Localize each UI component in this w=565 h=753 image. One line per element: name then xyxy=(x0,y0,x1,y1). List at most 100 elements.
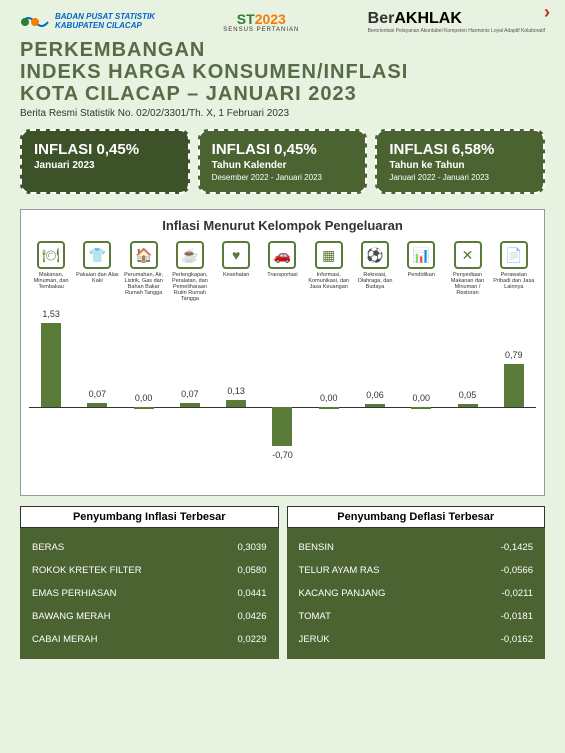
category-label: Perlengkapan, Peralatan, dan Pemeliharaa… xyxy=(168,272,212,302)
bar xyxy=(272,407,292,446)
category-label: Perawatan Pribadi dan Jasa Lainnya xyxy=(492,272,536,290)
bar xyxy=(226,400,246,407)
title-line3: KOTA CILACAP – JANUARI 2023 xyxy=(20,83,545,105)
category-3: ☕ Perlengkapan, Peralatan, dan Pemelihara… xyxy=(168,241,212,302)
inflation-box-calendar: INFLASI 0,45% Tahun Kalender Desember 20… xyxy=(198,129,368,194)
bar-cell-9: 0,05 xyxy=(445,307,489,487)
bar-cell-2: 0,00 xyxy=(122,307,166,487)
contrib-name: ROKOK KRETEK FILTER xyxy=(32,565,142,576)
contrib-name: KACANG PANJANG xyxy=(299,588,386,599)
bar-cell-7: 0,06 xyxy=(353,307,397,487)
contrib-value: -0,1425 xyxy=(501,542,533,553)
logo-berakhlak: › BerAKHLAK Berorientasi Pelayanan Akunt… xyxy=(368,10,545,34)
logo-st2023: ST2023 SENSUS PERTANIAN xyxy=(223,11,299,33)
bar-value: -0,70 xyxy=(272,450,293,460)
bar-value: 0,00 xyxy=(135,393,153,403)
title-block: PERKEMBANGAN INDEKS HARGA KONSUMEN/INFLA… xyxy=(0,39,565,119)
contrib-name: CABAI MERAH xyxy=(32,634,97,645)
category-10: 📄 Perawatan Pribadi dan Jasa Lainnya xyxy=(492,241,536,302)
category-label: Makanan, Minuman, dan Tembakau xyxy=(29,272,73,290)
contrib-value: 0,0441 xyxy=(237,588,266,599)
category-icon: 🚗 xyxy=(268,241,296,269)
contrib-row: BERAS 0,3039 xyxy=(32,536,267,559)
category-icon: 📊 xyxy=(407,241,435,269)
bar xyxy=(458,404,478,407)
category-4: ♥ Kesehatan xyxy=(214,241,258,302)
category-icon: ▦ xyxy=(315,241,343,269)
bar-value: 0,05 xyxy=(459,390,477,400)
category-0: 🍽Makanan, Minuman, dan Tembakau xyxy=(29,241,73,302)
contrib-value: 0,0580 xyxy=(237,565,266,576)
bar-cell-3: 0,07 xyxy=(168,307,212,487)
category-icon: ♥ xyxy=(222,241,250,269)
category-label: Rekreasi, Olahraga, dan Budaya xyxy=(353,272,397,290)
contrib-row: BAWANG MERAH 0,0426 xyxy=(32,605,267,628)
bar-cell-10: 0,79 xyxy=(492,307,536,487)
bar-value: 0,00 xyxy=(320,393,338,403)
category-label: Informasi, Komunikasi, dan Jasa Keuangan xyxy=(307,272,351,290)
inflation-contributors: Penyumbang Inflasi Terbesar BERAS0,3039R… xyxy=(20,506,279,659)
contrib-row: TOMAT -0,0181 xyxy=(299,605,534,628)
contrib-value: -0,0211 xyxy=(501,588,533,599)
logo-bps: BADAN PUSAT STATISTIK KABUPATEN CILACAP xyxy=(20,12,155,32)
contrib-row: BENSIN -0,1425 xyxy=(299,536,534,559)
contrib-row: CABAI MERAH 0,0229 xyxy=(32,628,267,651)
bar-cell-8: 0,00 xyxy=(399,307,443,487)
category-1: 👕 Pakaian dan Alas Kaki xyxy=(75,241,119,302)
bps-line2: KABUPATEN CILACAP xyxy=(55,22,155,31)
bar xyxy=(365,404,385,407)
contrib-value: 0,3039 xyxy=(237,542,266,553)
bar xyxy=(134,407,154,409)
bar xyxy=(41,323,61,407)
contrib-name: TOMAT xyxy=(299,611,331,622)
contrib-value: 0,0426 xyxy=(237,611,266,622)
deflation-contributors: Penyumbang Deflasi Terbesar BENSIN-0,142… xyxy=(287,506,546,659)
category-icon: 👕 xyxy=(83,241,111,269)
contrib-value: 0,0229 xyxy=(237,634,266,645)
chart-category-icons: 🍽Makanan, Minuman, dan Tembakau 👕 Pakaian … xyxy=(29,241,536,302)
category-icon: ☕ xyxy=(176,241,204,269)
contrib-row: ROKOK KRETEK FILTER 0,0580 xyxy=(32,559,267,582)
subtitle: Berita Resmi Statistik No. 02/02/3301/Th… xyxy=(20,108,545,119)
bar-value: 0,00 xyxy=(412,393,430,403)
bar-cell-4: 0,13 xyxy=(214,307,258,487)
title-line2: INDEKS HARGA KONSUMEN/INFLASI xyxy=(20,61,545,83)
bar-value: 0,79 xyxy=(505,350,523,360)
bar xyxy=(87,403,107,407)
inflation-box-month: INFLASI 0,45% Januari 2023 xyxy=(20,129,190,194)
title-line1: PERKEMBANGAN xyxy=(20,39,545,61)
bar-cell-1: 0,07 xyxy=(75,307,119,487)
expenditure-chart: Inflasi Menurut Kelompok Pengeluaran 🍽Ma… xyxy=(20,209,545,496)
bar-value: 0,07 xyxy=(181,389,199,399)
contrib-row: KACANG PANJANG -0,0211 xyxy=(299,582,534,605)
header-logos: BADAN PUSAT STATISTIK KABUPATEN CILACAP … xyxy=(0,0,565,39)
category-8: 📊 Pendidikan xyxy=(399,241,443,302)
bar xyxy=(319,407,339,409)
contrib-row: EMAS PERHIASAN 0,0441 xyxy=(32,582,267,605)
chart-title: Inflasi Menurut Kelompok Pengeluaran xyxy=(29,218,536,233)
category-icon: ✕ xyxy=(454,241,482,269)
bar-value: 0,06 xyxy=(366,390,384,400)
contrib-name: BENSIN xyxy=(299,542,334,553)
bar-value: 0,07 xyxy=(89,389,107,399)
chart-bars: 1,53 0,07 0,00 0,07 0,13 -0,70 0,00 0,06 0,00 0,0… xyxy=(29,307,536,487)
category-9: ✕Penyediaan Makanan dan Minuman / Restor… xyxy=(445,241,489,302)
bar-value: 1,53 xyxy=(42,309,60,319)
contrib-name: BERAS xyxy=(32,542,64,553)
contrib-name: EMAS PERHIASAN xyxy=(32,588,116,599)
category-label: Pakaian dan Alas Kaki xyxy=(75,272,119,284)
contrib-value: -0,0162 xyxy=(501,634,533,645)
category-5: 🚗Transportasi xyxy=(260,241,304,302)
category-label: Kesehatan xyxy=(214,272,258,278)
contrib-value: -0,0566 xyxy=(501,565,533,576)
contrib-name: JERUK xyxy=(299,634,330,645)
contrib-row: JERUK -0,0162 xyxy=(299,628,534,651)
contrib-value: -0,0181 xyxy=(501,611,533,622)
category-6: ▦ Informasi, Komunikasi, dan Jasa Keuanga… xyxy=(307,241,351,302)
category-icon: 📄 xyxy=(500,241,528,269)
category-label: Pendidikan xyxy=(399,272,443,278)
bps-icon xyxy=(20,12,50,32)
category-icon: 🏠 xyxy=(130,241,158,269)
bar-cell-0: 1,53 xyxy=(29,307,73,487)
contrib-name: BAWANG MERAH xyxy=(32,611,110,622)
